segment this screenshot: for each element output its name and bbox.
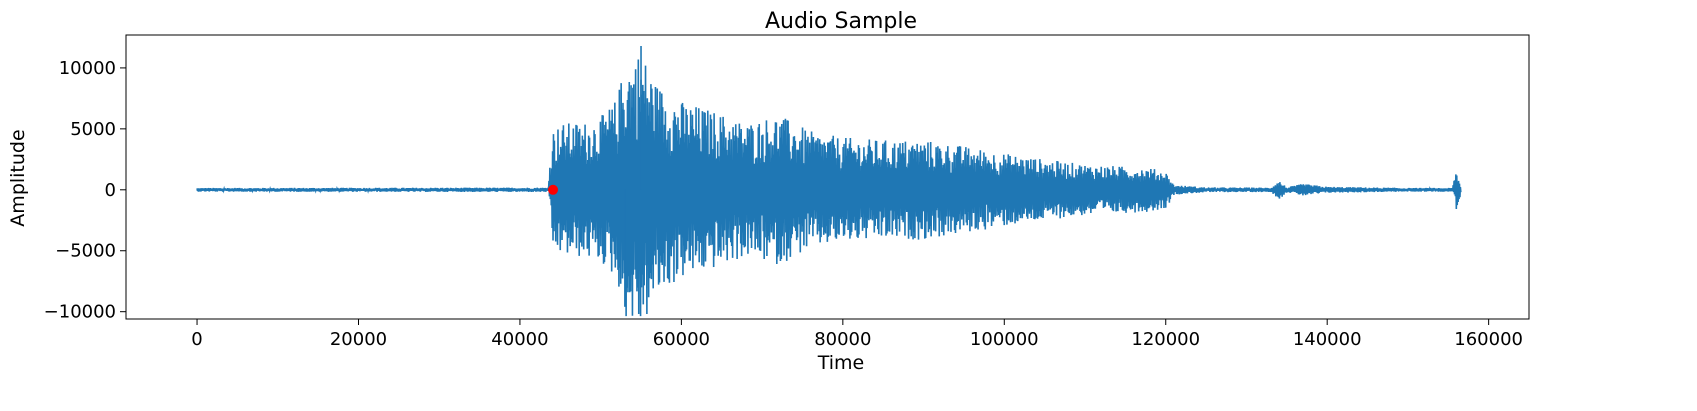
x-axis-label: Time: [817, 352, 865, 374]
x-tick-label: 0: [191, 329, 202, 350]
y-tick-label: −10000: [44, 302, 116, 323]
x-tick-label: 160000: [1454, 329, 1523, 350]
x-tick-label: 120000: [1131, 329, 1200, 350]
y-tick-label: 0: [105, 180, 116, 201]
onset-marker-point: [548, 184, 559, 195]
x-tick-label: 80000: [814, 329, 871, 350]
axes-frame: [125, 34, 1530, 320]
x-tick-label: 40000: [491, 329, 548, 350]
y-tick-label: 5000: [70, 119, 116, 140]
y-tick-label: −5000: [55, 241, 116, 262]
waveform-series-line: [196, 59, 1462, 317]
plot-area: [196, 45, 1462, 317]
chart-title: Audio Sample: [765, 9, 917, 34]
x-axis: 0 20000 40000 60000 80000 100000 120000 140000 1…: [191, 319, 1523, 350]
y-tick-label: 10000: [59, 58, 116, 79]
y-axis: −10000 −5000 0 5000 10000: [44, 58, 126, 323]
x-tick-label: 100000: [970, 329, 1039, 350]
x-tick-label: 20000: [330, 329, 387, 350]
x-tick-label: 140000: [1293, 329, 1362, 350]
x-tick-label: 60000: [653, 329, 710, 350]
y-axis-label: Amplitude: [7, 129, 29, 226]
